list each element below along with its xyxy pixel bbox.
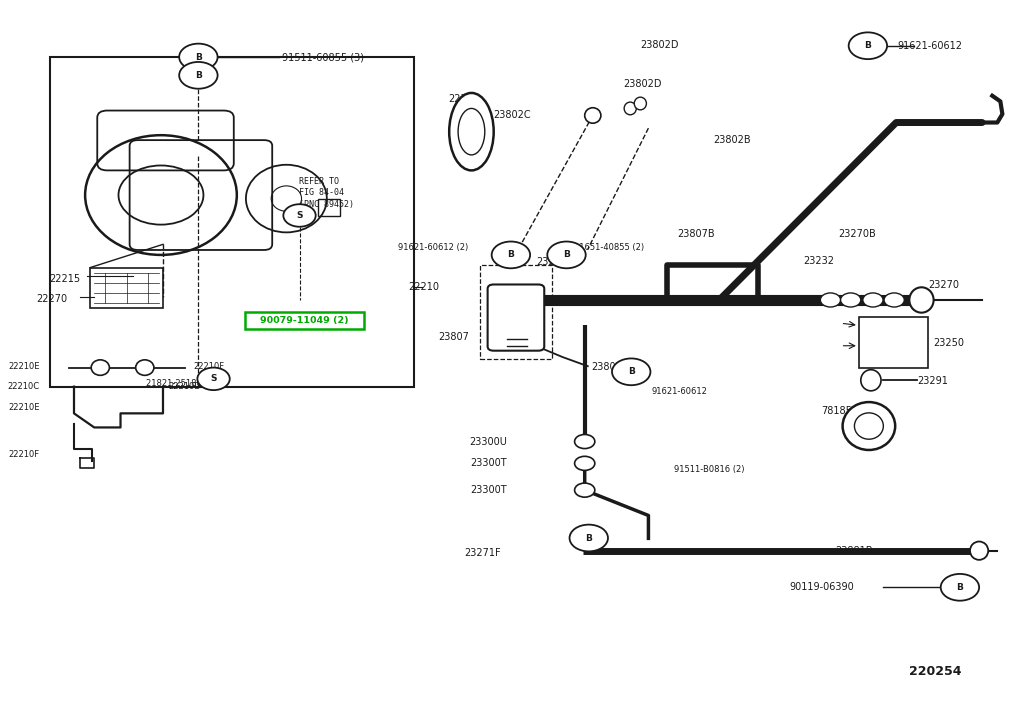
- Bar: [317, 199, 340, 216]
- Ellipse shape: [854, 413, 884, 439]
- Ellipse shape: [450, 93, 494, 170]
- Text: 23291: 23291: [918, 376, 948, 386]
- Text: B: B: [586, 534, 592, 542]
- Text: 78185-20080: 78185-20080: [821, 406, 887, 416]
- Circle shape: [941, 574, 979, 601]
- Text: 23300T: 23300T: [470, 485, 507, 495]
- Circle shape: [574, 456, 595, 470]
- Ellipse shape: [970, 542, 988, 560]
- Text: 23802D: 23802D: [640, 40, 679, 50]
- Circle shape: [492, 242, 530, 268]
- Text: 23280: 23280: [537, 257, 567, 267]
- Circle shape: [179, 44, 218, 71]
- Text: B: B: [956, 583, 964, 592]
- Text: 23232: 23232: [803, 256, 835, 267]
- Text: 91621-60612: 91621-60612: [651, 387, 708, 396]
- Text: 23250B: 23250B: [864, 318, 901, 328]
- Circle shape: [179, 62, 218, 88]
- Text: B: B: [864, 41, 871, 50]
- Text: B: B: [195, 52, 202, 62]
- Text: 91511-B0816 (2): 91511-B0816 (2): [674, 465, 744, 474]
- Text: 91621-60612: 91621-60612: [897, 41, 963, 51]
- Circle shape: [198, 368, 229, 390]
- Text: 23807V: 23807V: [591, 362, 629, 372]
- Text: 91511-60855 (3): 91511-60855 (3): [283, 52, 365, 62]
- Circle shape: [612, 358, 650, 385]
- Text: B: B: [195, 71, 202, 80]
- Text: 23300T: 23300T: [470, 458, 507, 468]
- Text: 23802C: 23802C: [494, 110, 531, 120]
- Text: 91651-40855 (2): 91651-40855 (2): [573, 243, 644, 252]
- Ellipse shape: [458, 108, 484, 155]
- Circle shape: [569, 525, 608, 551]
- Ellipse shape: [843, 402, 895, 450]
- Text: 23250: 23250: [934, 338, 965, 348]
- Ellipse shape: [91, 360, 110, 375]
- Text: 22210: 22210: [409, 282, 439, 292]
- Text: 23270B: 23270B: [839, 230, 877, 240]
- Bar: [479, 264, 552, 359]
- Bar: [90, 267, 163, 308]
- Text: 23802B: 23802B: [713, 135, 751, 145]
- Circle shape: [574, 435, 595, 448]
- Text: 22271: 22271: [447, 93, 479, 103]
- Ellipse shape: [909, 287, 934, 312]
- Circle shape: [284, 204, 315, 227]
- Text: 22210E: 22210E: [8, 402, 40, 411]
- Ellipse shape: [625, 102, 636, 115]
- Bar: [859, 317, 928, 368]
- Circle shape: [547, 242, 586, 268]
- Text: 90119-06390: 90119-06390: [788, 583, 854, 592]
- Text: B: B: [628, 368, 635, 376]
- Text: 23270: 23270: [929, 280, 959, 290]
- Text: S: S: [210, 374, 217, 383]
- Text: 22210E: 22210E: [8, 362, 40, 370]
- Text: 23250C: 23250C: [864, 338, 901, 348]
- Text: B: B: [563, 250, 570, 259]
- Text: S: S: [296, 211, 303, 220]
- Text: 22210D: 22210D: [168, 382, 201, 391]
- Ellipse shape: [861, 370, 881, 391]
- Text: REFER TO
FIG 84-04
(PNC 89452): REFER TO FIG 84-04 (PNC 89452): [299, 177, 353, 209]
- Circle shape: [884, 293, 904, 307]
- Text: 23300U: 23300U: [469, 437, 507, 448]
- Bar: [50, 57, 414, 387]
- Ellipse shape: [634, 97, 646, 110]
- Bar: [245, 312, 365, 329]
- FancyBboxPatch shape: [487, 284, 545, 351]
- Text: B: B: [508, 250, 514, 259]
- Text: 23807B: 23807B: [677, 230, 715, 240]
- Text: 22210F: 22210F: [194, 362, 224, 370]
- Text: 21821-25180 (4): 21821-25180 (4): [146, 379, 216, 388]
- Text: 22210F: 22210F: [8, 450, 40, 460]
- Text: 22210C: 22210C: [7, 382, 40, 391]
- Circle shape: [574, 483, 595, 497]
- Text: 23881B: 23881B: [836, 546, 873, 556]
- Circle shape: [820, 293, 841, 307]
- Text: 220254: 220254: [909, 665, 962, 678]
- Text: 22270: 22270: [36, 294, 67, 304]
- Circle shape: [849, 33, 887, 59]
- Text: 23271F: 23271F: [464, 548, 501, 558]
- Circle shape: [863, 293, 883, 307]
- Text: 91621-60612 (2): 91621-60612 (2): [398, 243, 468, 252]
- Text: 23807: 23807: [438, 332, 469, 341]
- Text: 22215: 22215: [49, 274, 80, 284]
- Ellipse shape: [585, 107, 601, 123]
- Text: 90079-11049 (2): 90079-11049 (2): [260, 316, 349, 325]
- Ellipse shape: [136, 360, 154, 375]
- Text: 23802D: 23802D: [624, 78, 662, 89]
- Circle shape: [841, 293, 861, 307]
